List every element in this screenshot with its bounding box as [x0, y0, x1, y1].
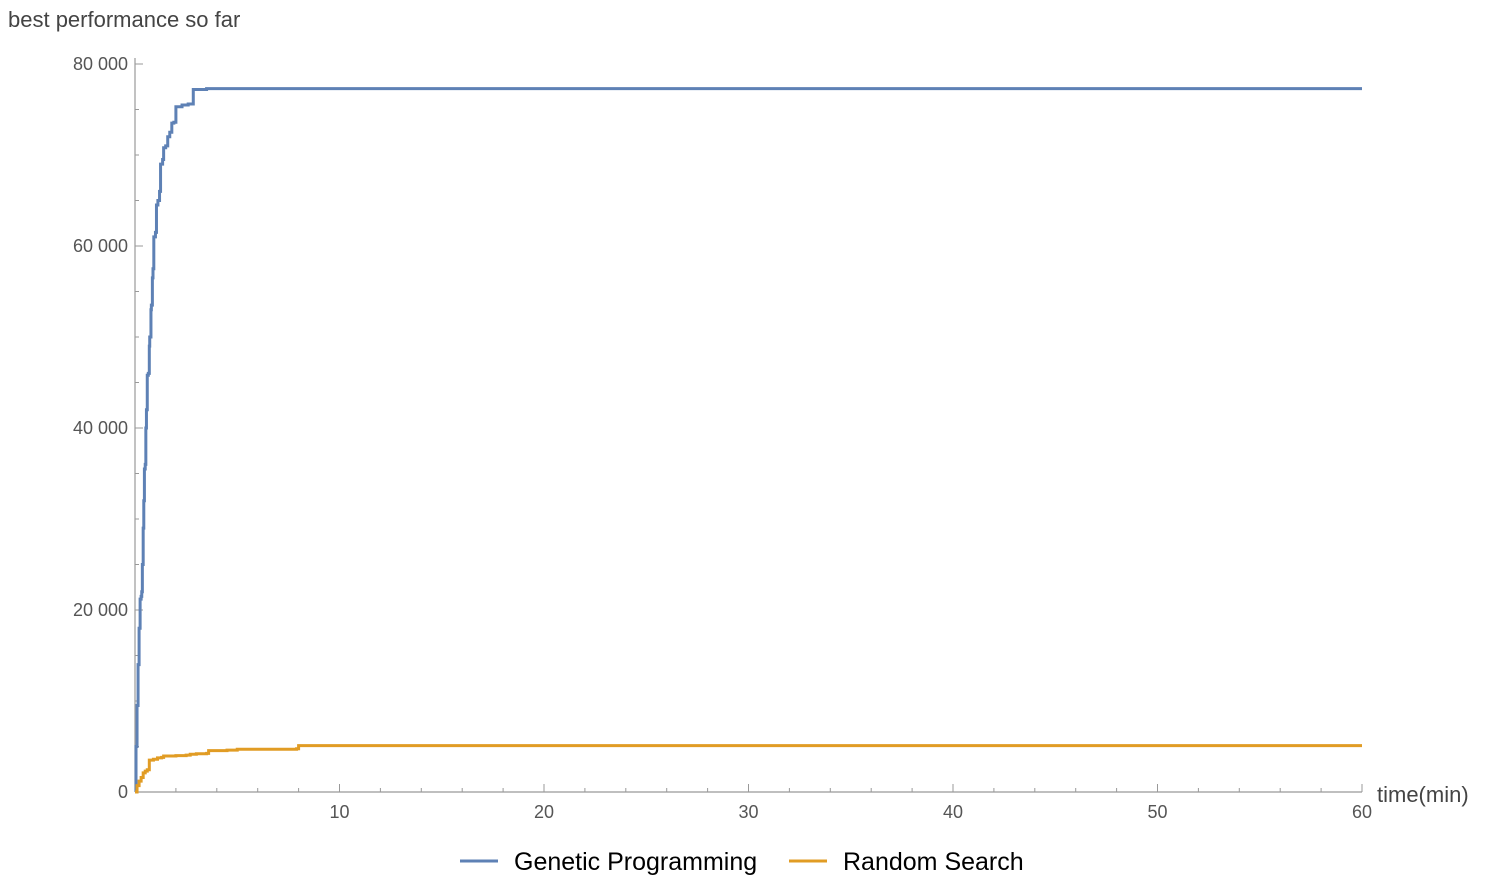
- legend: Genetic Programming Random Search: [460, 848, 1024, 876]
- y-axis-tick-labels: 0 20 000 40 000 60 000 80 000: [73, 54, 128, 802]
- y-tick-label: 80 000: [73, 54, 128, 74]
- y-tick-label: 20 000: [73, 600, 128, 620]
- x-tick-label: 50: [1147, 802, 1167, 822]
- x-axis-tick-labels: 10 20 30 40 50 60: [329, 802, 1372, 822]
- x-tick-label: 20: [534, 802, 554, 822]
- x-tick-label: 30: [738, 802, 758, 822]
- series-line-random-search: [135, 744, 1362, 794]
- x-axis-label: time(min): [1377, 782, 1469, 807]
- x-axis-ticks: [175, 784, 1363, 792]
- x-tick-label: 60: [1352, 802, 1372, 822]
- series-group: [134, 87, 1362, 794]
- legend-label-genetic-programming: Genetic Programming: [514, 848, 757, 876]
- y-tick-label: 60 000: [73, 236, 128, 256]
- y-axis-label: best performance so far: [8, 7, 240, 32]
- series-line-genetic-programming: [134, 87, 1362, 794]
- y-tick-label: 0: [118, 782, 128, 802]
- x-tick-label: 10: [329, 802, 349, 822]
- y-tick-label: 40 000: [73, 418, 128, 438]
- legend-label-random-search: Random Search: [843, 848, 1024, 876]
- x-tick-label: 40: [943, 802, 963, 822]
